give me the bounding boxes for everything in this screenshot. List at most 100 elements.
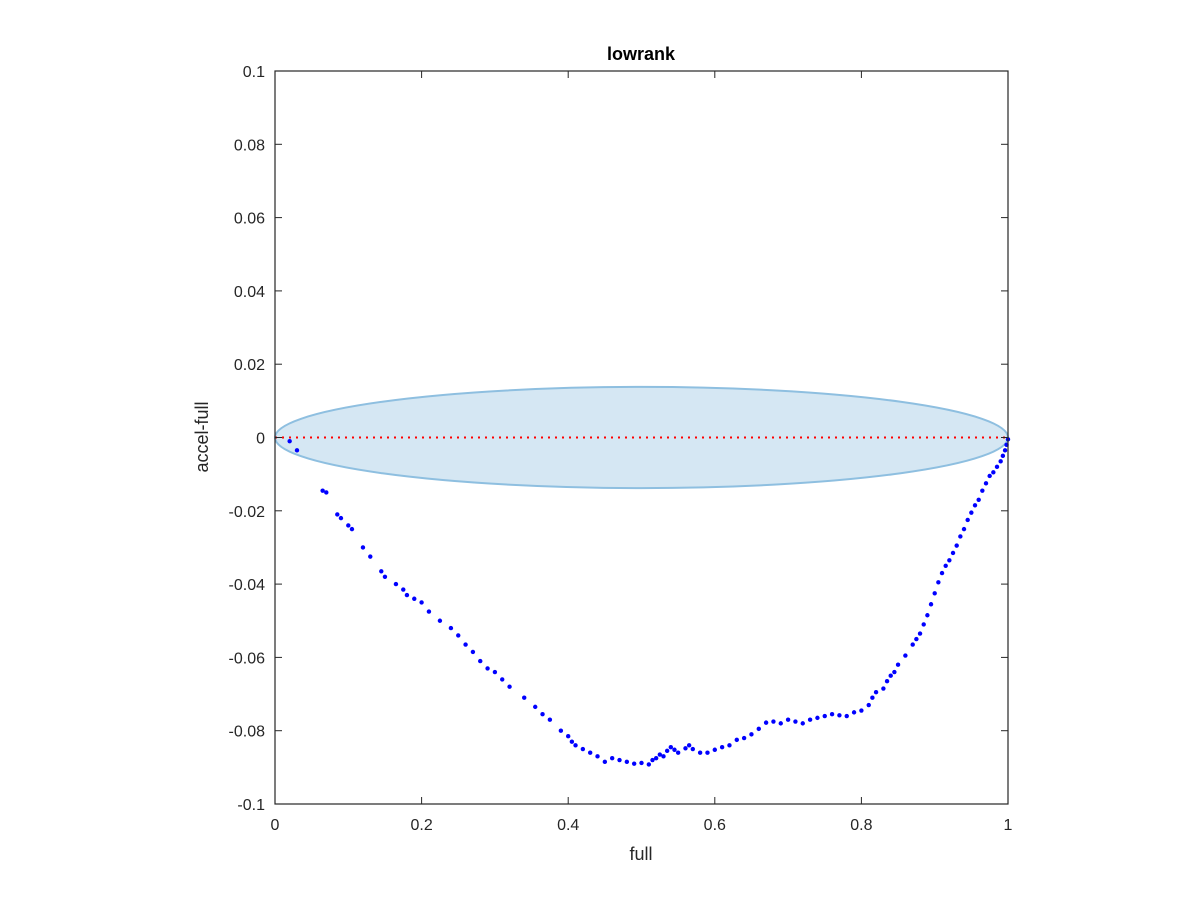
data-point xyxy=(895,662,901,667)
data-point xyxy=(661,754,666,759)
data-point xyxy=(822,713,827,719)
data-point xyxy=(771,719,776,724)
data-point xyxy=(851,710,857,715)
data-point xyxy=(470,649,476,655)
data-point xyxy=(807,717,813,722)
data-point xyxy=(558,728,564,733)
data-point xyxy=(936,580,941,585)
data-point xyxy=(991,470,996,475)
data-point xyxy=(690,746,696,752)
data-point xyxy=(456,633,461,638)
data-point xyxy=(426,609,432,614)
data-point xyxy=(393,581,399,587)
x-tick-label: 0.2 xyxy=(410,817,432,834)
data-point xyxy=(987,473,992,479)
x-tick-label: 1 xyxy=(1004,817,1013,834)
data-point xyxy=(958,534,963,539)
plot-area: 0 0.2 0.4 0.6 0.8 1 0.1 0.08 0.06 0.04 0.02 0 -0.02 -… xyxy=(229,64,1013,834)
y-tick-label: -0.1 xyxy=(237,797,265,814)
data-point xyxy=(910,642,915,647)
data-point xyxy=(994,464,1000,470)
data-point xyxy=(859,708,864,713)
x-axis-label: full xyxy=(629,844,652,864)
data-point xyxy=(969,510,974,515)
data-point xyxy=(939,570,945,576)
data-point xyxy=(595,754,600,759)
y-tick-label: 0.1 xyxy=(243,64,265,81)
data-point xyxy=(866,702,871,708)
y-axis-label: accel-full xyxy=(192,401,212,472)
data-point xyxy=(829,712,835,717)
data-point xyxy=(650,757,655,763)
data-point xyxy=(437,618,443,623)
data-point xyxy=(675,750,681,755)
y-tick-label: 0.08 xyxy=(234,137,265,154)
data-point xyxy=(903,653,908,658)
y-tick-label: -0.02 xyxy=(229,504,266,521)
data-point xyxy=(932,591,937,596)
data-point xyxy=(943,563,948,568)
data-point xyxy=(873,690,879,695)
data-point xyxy=(419,600,424,605)
data-point xyxy=(346,523,351,528)
data-point xyxy=(404,592,410,598)
data-point xyxy=(672,747,677,752)
data-point xyxy=(664,748,670,754)
data-point xyxy=(778,721,783,726)
data-point xyxy=(335,512,340,517)
y-tick-label: -0.04 xyxy=(229,577,266,594)
data-point xyxy=(785,717,791,722)
y-tick-label: 0.04 xyxy=(234,284,265,301)
data-point xyxy=(382,574,388,579)
data-point xyxy=(609,755,615,761)
data-point xyxy=(881,686,886,691)
data-point xyxy=(657,752,663,757)
data-point xyxy=(1002,448,1008,453)
data-point xyxy=(1000,453,1006,459)
data-point xyxy=(566,733,571,739)
data-point xyxy=(360,545,366,550)
x-tick-label: 0.4 xyxy=(557,817,579,834)
data-point xyxy=(522,695,527,700)
data-point xyxy=(976,497,981,503)
data-point xyxy=(888,673,893,678)
data-point xyxy=(448,625,454,631)
x-tick-label: 0 xyxy=(271,817,280,834)
data-point xyxy=(287,438,292,444)
y-tick-label: 0 xyxy=(256,431,265,448)
x-tick-label: 0.6 xyxy=(704,817,726,834)
data-point xyxy=(965,517,970,523)
data-point xyxy=(800,721,805,726)
data-point xyxy=(741,735,747,741)
data-point xyxy=(646,762,652,767)
data-point xyxy=(763,720,769,725)
y-tick-label: 0.06 xyxy=(234,211,265,228)
data-point xyxy=(950,550,956,556)
data-point xyxy=(712,747,717,752)
data-point xyxy=(500,677,505,682)
data-point xyxy=(998,459,1003,464)
data-point xyxy=(734,737,739,743)
data-point xyxy=(980,488,985,493)
data-point xyxy=(338,515,344,521)
data-point xyxy=(928,602,934,607)
data-point xyxy=(815,715,820,721)
data-point xyxy=(756,726,761,732)
data-point xyxy=(653,755,659,761)
data-point xyxy=(379,569,384,574)
data-point xyxy=(624,759,630,765)
data-point xyxy=(686,743,692,748)
data-point xyxy=(478,658,483,664)
data-point xyxy=(587,750,593,755)
data-point xyxy=(573,743,578,748)
data-point xyxy=(412,596,417,601)
data-point xyxy=(507,684,512,689)
data-point xyxy=(547,717,553,722)
data-point xyxy=(401,587,406,592)
data-point xyxy=(580,746,586,752)
data-point xyxy=(683,746,688,751)
data-point xyxy=(668,744,674,750)
data-point xyxy=(705,750,710,755)
